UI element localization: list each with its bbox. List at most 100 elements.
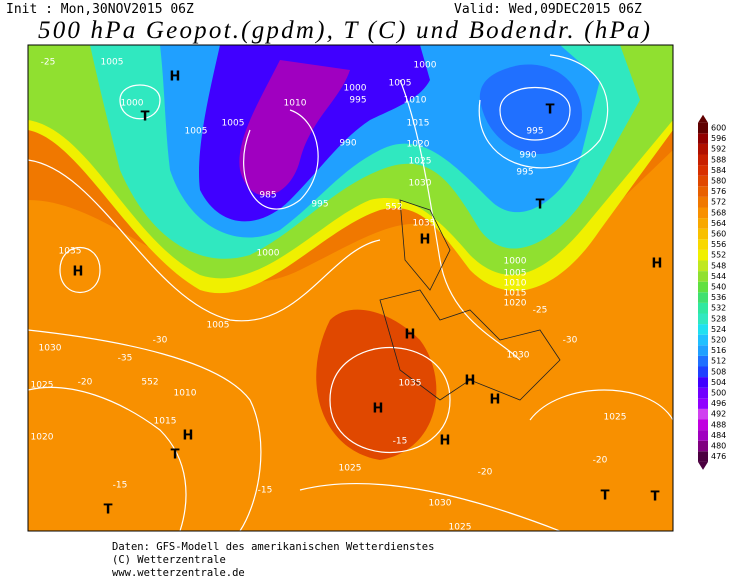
colorbar-label: 484 <box>711 431 726 440</box>
colorbar-label: 532 <box>711 304 726 313</box>
colorbar-cell <box>698 408 708 420</box>
isobar-label: 1005 <box>207 321 230 331</box>
colorbar-label: 596 <box>711 134 726 143</box>
colorbar-label: 480 <box>711 442 726 451</box>
colorbar-label: 508 <box>711 367 726 376</box>
colorbar-cell <box>698 313 708 325</box>
isobar-label: 1010 <box>174 389 197 399</box>
colorbar-label: 588 <box>711 155 726 164</box>
isobar-label: 1030 <box>429 499 452 509</box>
colorbar-cell <box>698 345 708 356</box>
pressure-center: T <box>651 490 660 505</box>
isobar-label: 1010 <box>284 99 307 109</box>
colorbar-cell <box>698 122 708 134</box>
temperature-label: -25 <box>533 306 548 316</box>
colorbar-label: 592 <box>711 145 726 154</box>
isobar-label: 1010 <box>404 96 427 106</box>
colorbar-cell <box>698 239 708 250</box>
colorbar-label: 584 <box>711 166 726 175</box>
map-field <box>28 45 673 531</box>
pressure-center: H <box>183 429 194 444</box>
colorbar-label: 568 <box>711 208 726 217</box>
colorbar-label: 556 <box>711 240 726 249</box>
colorbar-cell <box>698 165 708 176</box>
pressure-center: H <box>490 393 501 408</box>
isobar-label: 1010 <box>504 279 527 289</box>
colorbar-label: 492 <box>711 410 726 419</box>
colorbar-label: 536 <box>711 293 726 302</box>
colorbar-label: 500 <box>711 389 726 398</box>
colorbar-label: 496 <box>711 399 726 408</box>
isobar-label: 1000 <box>121 99 144 109</box>
colorbar-cell <box>698 366 708 378</box>
colorbar-label: 528 <box>711 314 726 323</box>
isobar-label: 1000 <box>414 61 437 71</box>
footer-url: www.wetterzentrale.de <box>112 567 245 579</box>
isobar-label: 1000 <box>504 257 527 267</box>
isobar-label: 1030 <box>39 344 62 354</box>
colorbar-cell <box>698 249 708 261</box>
colorbar-label: 580 <box>711 177 726 186</box>
init-time: Init : Mon,30NOV2015 06Z <box>6 2 194 17</box>
isobar-label: 1025 <box>604 413 627 423</box>
map-title: 500 hPa Geopot.(gpdm), T (C) und Bodendr… <box>38 17 650 44</box>
colorbar-cell <box>698 398 708 409</box>
isobar-label: 1005 <box>101 58 124 68</box>
colorbar-cell <box>698 324 708 335</box>
colorbar-label: 516 <box>711 346 726 355</box>
temperature-label: -30 <box>563 336 578 346</box>
isobar-label: 1005 <box>185 127 208 137</box>
pressure-center: H <box>73 265 84 280</box>
colorbar-cell <box>698 281 708 293</box>
colorbar-cell <box>698 154 708 166</box>
isobar-label: 1005 <box>504 269 527 279</box>
pressure-center: H <box>373 402 384 417</box>
footer-copyright: (C) Wetterzentrale <box>112 554 226 566</box>
isobar-label: 990 <box>519 151 536 161</box>
isobar-label: 995 <box>311 200 328 210</box>
temperature-label: -20 <box>78 378 93 388</box>
isobar-label: 1015 <box>154 417 177 427</box>
temperature-label: -20 <box>593 456 608 466</box>
isobar-label: 552 <box>141 378 158 388</box>
isobar-label: 1020 <box>504 299 527 309</box>
colorbar-label: 564 <box>711 219 726 228</box>
pressure-center: H <box>405 328 416 343</box>
temperature-label: -15 <box>113 481 128 491</box>
isobar-label: 985 <box>259 191 276 201</box>
isobar-label: 1020 <box>31 433 54 443</box>
colorbar-label: 548 <box>711 261 726 270</box>
pressure-center: T <box>104 503 113 518</box>
temperature-label: -35 <box>118 354 133 364</box>
isobar-label: 995 <box>516 168 533 178</box>
isobar-label: 1035 <box>399 379 422 389</box>
isobar-label: 990 <box>339 139 356 149</box>
isobar-label: 1025 <box>449 523 472 533</box>
colorbar-cell <box>698 292 708 303</box>
colorbar-cell <box>698 355 708 367</box>
colorbar-label: 524 <box>711 325 726 334</box>
temperature-label: -25 <box>41 58 56 68</box>
colorbar-label: 560 <box>711 230 726 239</box>
isobar-label: 1030 <box>507 351 530 361</box>
map-frame <box>27 44 674 532</box>
isobar-label: 995 <box>349 96 366 106</box>
colorbar-label: 576 <box>711 187 726 196</box>
colorbar-cell <box>698 430 708 441</box>
colorbar-cell <box>698 175 708 187</box>
pressure-center: H <box>465 374 476 389</box>
colorbar-cell <box>698 207 708 219</box>
colorbar-label: 544 <box>711 272 726 281</box>
temperature-label: -15 <box>393 437 408 447</box>
pressure-center: T <box>546 103 555 118</box>
colorbar-label: 572 <box>711 198 726 207</box>
colorbar-cell <box>698 440 708 452</box>
colorbar-cell <box>698 419 708 431</box>
colorbar-cell <box>698 271 708 282</box>
isobar-label: 1025 <box>31 381 54 391</box>
isobar-label: 1005 <box>222 119 245 129</box>
isobar-label: 1025 <box>409 157 432 167</box>
colorbar-label: 540 <box>711 283 726 292</box>
temperature-label: -20 <box>478 468 493 478</box>
